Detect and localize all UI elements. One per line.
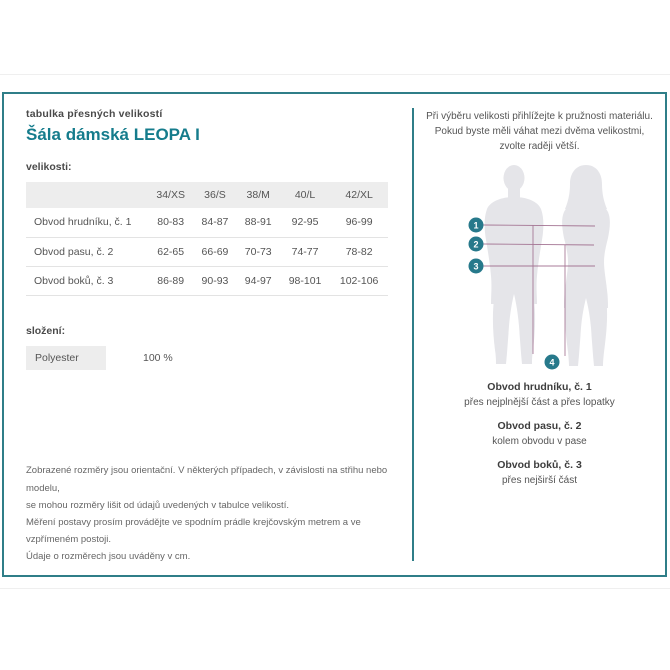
size-chart-panel: tabulka přesných velikostí Šála dámská L… <box>2 92 667 577</box>
measurement-row-label: Obvod boků, č. 3 <box>26 266 148 296</box>
size-value-cell: 74-77 <box>279 237 331 267</box>
size-value-cell: 84-87 <box>193 208 237 238</box>
size-column-header: 34/XS <box>148 182 194 208</box>
size-value-cell: 78-82 <box>330 237 388 267</box>
measure-item: Obvod boků, č. 3 přes nejširší část <box>414 458 665 488</box>
disclaimer-line: se mohou rozměry lišit od údajů uvedenýc… <box>26 499 289 511</box>
advice-line: zvolte raději větší. <box>499 141 580 152</box>
measure-description: přes nejširší část <box>501 475 578 486</box>
panel-vertical-divider <box>412 108 414 561</box>
size-column-header: 38/M <box>236 182 280 208</box>
size-table: 34/XS 36/S 38/M 40/L 42/XL Obvod hrudníku, č… <box>26 182 388 296</box>
svg-text:3: 3 <box>473 262 478 272</box>
marker-2-icon: 2 <box>468 236 484 252</box>
measure-item: Obvod hrudníku, č. 1 přes nejplnější část… <box>414 380 665 410</box>
advice-line: Pokud byste měli váhat mezi dvěma veliko… <box>434 126 645 137</box>
sizes-section-label: velikosti: <box>26 161 72 173</box>
size-column-header: 40/L <box>279 182 331 208</box>
size-value-cell: 80-83 <box>148 208 194 238</box>
measurement-legend: Obvod hrudníku, č. 1 přes nejplnější část… <box>414 380 665 488</box>
size-chart-right-column: Při výběru velikosti přihlížejte k pružn… <box>414 94 665 575</box>
svg-text:4: 4 <box>549 358 554 368</box>
size-value-cell: 98-101 <box>279 266 331 296</box>
disclaimer-line: Údaje o rozměrech jsou uváděny v cm. <box>26 550 191 562</box>
material-percent: 100 % <box>143 351 173 364</box>
table-row: Obvod pasu, č. 2 62-65 66-69 70-73 74-77 78-8… <box>26 237 388 267</box>
size-value-cell: 90-93 <box>193 266 237 296</box>
size-value-cell: 102-106 <box>330 266 388 296</box>
composition-row: Polyester 100 % <box>26 345 393 370</box>
size-value-cell: 96-99 <box>330 208 388 238</box>
measure-description: přes nejplnější část a přes lopatky <box>464 397 615 408</box>
size-table-corner-cell <box>26 182 148 208</box>
disclaimer-text: Zobrazené rozměry jsou orientační. V něk… <box>26 462 395 565</box>
measure-item: Obvod pasu, č. 2 kolem obvodu v pase <box>414 419 665 449</box>
size-advice-text: Při výběru velikosti přihlížejte k pružn… <box>414 109 665 154</box>
size-value-cell: 86-89 <box>148 266 194 296</box>
table-caption: tabulka přesných velikostí <box>26 108 163 120</box>
disclaimer-line: Zobrazené rozměry jsou orientační. V něk… <box>26 465 388 494</box>
table-row: Obvod boků, č. 3 86-89 90-93 94-97 98-101 102… <box>26 266 388 296</box>
marker-4-icon: 4 <box>544 354 560 370</box>
measure-description: kolem obvodu v pase <box>492 436 587 447</box>
table-row: Obvod hrudníku, č. 1 80-83 84-87 88-91 92-95… <box>26 208 388 238</box>
marker-1-icon: 1 <box>468 217 484 233</box>
size-value-cell: 66-69 <box>193 237 237 267</box>
svg-text:2: 2 <box>473 240 478 250</box>
size-table-header-row: 34/XS 36/S 38/M 40/L 42/XL <box>26 182 388 208</box>
product-title: Šála dámská LEOPA I <box>26 125 200 144</box>
body-measurement-figure: 1 2 3 4 <box>468 165 610 370</box>
measure-title: Obvod hrudníku, č. 1 <box>487 381 592 393</box>
page-divider-top <box>0 74 670 75</box>
size-table-body: Obvod hrudníku, č. 1 80-83 84-87 88-91 92-95… <box>26 208 388 296</box>
size-value-cell: 62-65 <box>148 237 194 267</box>
measure-title: Obvod pasu, č. 2 <box>497 420 582 432</box>
size-value-cell: 88-91 <box>236 208 280 238</box>
size-table-header: 34/XS 36/S 38/M 40/L 42/XL <box>26 182 388 208</box>
advice-line: Při výběru velikosti přihlížejte k pružn… <box>426 111 653 122</box>
measurement-row-label: Obvod pasu, č. 2 <box>26 237 148 267</box>
size-chart-left-column: tabulka přesných velikostí Šála dámská L… <box>4 94 413 575</box>
disclaimer-line: Měření postavy prosím provádějte ve spod… <box>26 516 361 545</box>
composition-section: složení: Polyester 100 % <box>26 325 393 370</box>
svg-text:1: 1 <box>473 221 478 231</box>
material-name: Polyester <box>26 345 106 370</box>
size-value-cell: 70-73 <box>236 237 280 267</box>
size-value-cell: 92-95 <box>279 208 331 238</box>
measurement-lines <box>482 224 596 356</box>
page-divider-bottom <box>0 588 670 589</box>
measurement-row-label: Obvod hrudníku, č. 1 <box>26 208 148 238</box>
size-column-header: 36/S <box>193 182 237 208</box>
measure-title: Obvod boků, č. 3 <box>497 459 582 471</box>
female-silhouette-icon <box>562 165 610 366</box>
composition-section-label: složení: <box>26 324 66 337</box>
male-silhouette-icon <box>484 165 544 364</box>
size-column-header: 42/XL <box>330 182 388 208</box>
size-value-cell: 94-97 <box>236 266 280 296</box>
marker-3-icon: 3 <box>468 258 484 274</box>
